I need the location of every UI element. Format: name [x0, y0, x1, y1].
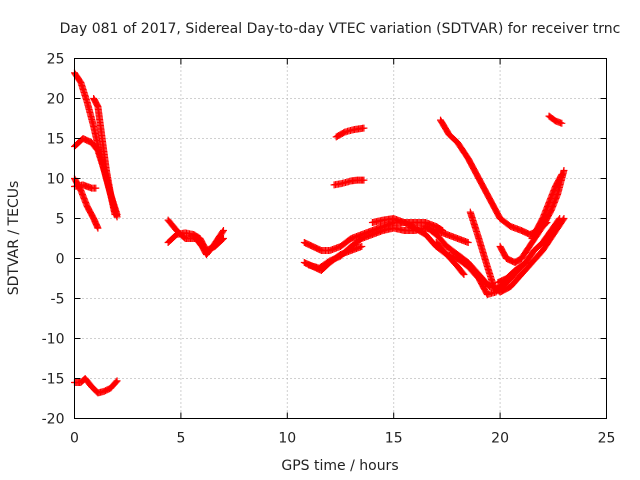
y-tick-label: 15 — [47, 132, 65, 148]
series-arc-8 — [164, 229, 227, 254]
data-point — [111, 211, 119, 218]
data-point — [460, 271, 468, 278]
y-tick-label: -5 — [51, 292, 65, 308]
data-point — [558, 171, 566, 178]
data-point — [556, 215, 564, 222]
data-point — [360, 124, 368, 132]
series-arc-22 — [545, 112, 566, 127]
data-point — [218, 236, 226, 243]
data-point — [464, 239, 472, 246]
data-point — [219, 227, 227, 234]
grid-lines — [74, 58, 607, 419]
data-point — [360, 176, 368, 184]
series-arc-16 — [330, 176, 368, 189]
data-point — [219, 228, 227, 236]
x-tick-label: 15 — [385, 431, 403, 447]
y-tick-label: 10 — [47, 172, 65, 188]
x-tick-label: 20 — [491, 431, 509, 447]
y-tick-label: -10 — [42, 332, 65, 348]
x-tick-label: 25 — [598, 431, 616, 447]
y-tick-label: 20 — [47, 92, 65, 108]
y-tick-label: 5 — [56, 212, 65, 228]
series-arc-20 — [496, 167, 568, 266]
x-tick-label: 5 — [176, 431, 185, 447]
axis-ticks: 0 5 10 15 20 25 -20 -15 -10 -5 0 5 10 15 20 25 — [42, 52, 616, 447]
series-arc-17 — [437, 116, 551, 238]
y-axis-label: SDTVAR / TECUs — [6, 181, 22, 296]
x-axis-label: GPS time / hours — [281, 458, 398, 474]
y-tick-label: -20 — [42, 412, 65, 428]
chart-title: Day 081 of 2017, Sidereal Day-to-day VTE… — [60, 21, 621, 37]
x-tick-label: 0 — [70, 431, 79, 447]
series-arc-14 — [432, 239, 508, 298]
y-tick-label: -15 — [42, 372, 65, 388]
series-arc-21 — [528, 171, 566, 242]
series-arc-19 — [494, 215, 564, 286]
x-tick-label: 10 — [278, 431, 296, 447]
data-point — [112, 378, 120, 386]
data-point — [94, 224, 102, 232]
data-point — [113, 377, 121, 385]
series-arc-15 — [332, 124, 368, 141]
data-point — [560, 167, 568, 174]
y-tick-label: 0 — [56, 252, 65, 268]
series-arc-5 — [71, 181, 100, 192]
plot-frame — [74, 58, 607, 419]
data-point — [557, 172, 565, 180]
series-arc-3 — [90, 95, 119, 218]
data-point — [92, 184, 100, 192]
series-arc-6 — [71, 375, 121, 397]
data-point — [358, 243, 366, 250]
data-point — [558, 119, 566, 127]
y-tick-label: 25 — [47, 52, 65, 68]
data-point — [219, 235, 227, 242]
data-points — [71, 69, 568, 397]
data-point — [459, 269, 467, 277]
data-point — [555, 216, 563, 224]
